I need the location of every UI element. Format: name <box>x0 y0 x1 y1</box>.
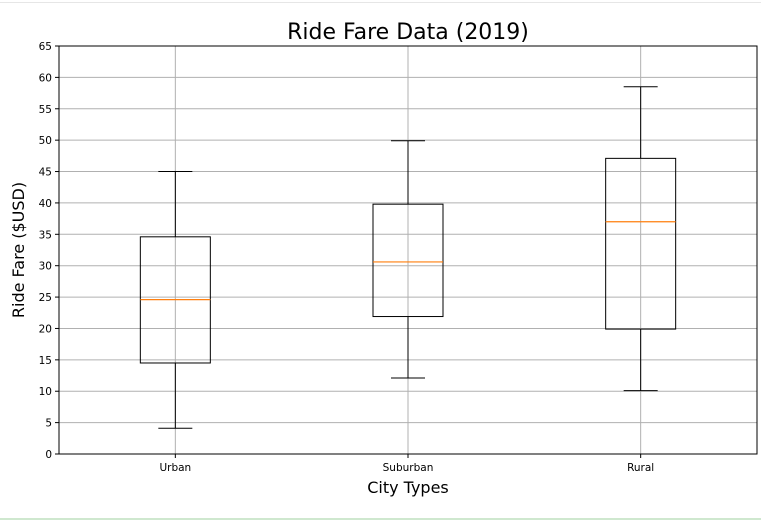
boxes <box>139 86 677 429</box>
grid <box>59 45 757 455</box>
box-urban <box>139 171 211 429</box>
y-tick-label: 55 <box>39 104 52 116</box>
y-tick-label: 65 <box>39 41 52 53</box>
y-tick-label: 0 <box>45 449 52 461</box>
y-axis-label: Ride Fare ($USD) <box>9 182 28 318</box>
bottom-divider <box>0 518 761 520</box>
iqr-box <box>605 157 677 330</box>
x-axis-label: City Types <box>367 478 449 497</box>
top-divider <box>0 2 761 3</box>
box-rural <box>605 86 677 392</box>
y-tick-label: 40 <box>39 198 52 210</box>
box-suburban <box>372 140 444 379</box>
iqr-box <box>372 203 444 318</box>
y-tick-label: 25 <box>39 292 52 304</box>
y-tick-label: 60 <box>39 72 52 84</box>
y-tick-label: 45 <box>39 167 52 179</box>
x-tick-label-rural: Rural <box>627 462 654 474</box>
y-tick-label: 35 <box>39 229 52 241</box>
x-tick-label-suburban: Suburban <box>383 462 434 474</box>
y-tick-label: 10 <box>39 386 52 398</box>
y-tick-label: 15 <box>39 355 52 367</box>
ticks: 0 5 10 15 20 25 30 35 40 45 50 55 60 65 Urban Suburban R… <box>39 41 655 474</box>
y-tick-label: 5 <box>45 418 52 430</box>
chart-title: Ride Fare Data (2019) <box>287 20 529 45</box>
y-tick-label: 20 <box>39 323 52 335</box>
x-tick-label-urban: Urban <box>159 462 191 474</box>
y-tick-label: 30 <box>39 261 52 273</box>
y-tick-label: 50 <box>39 135 52 147</box>
